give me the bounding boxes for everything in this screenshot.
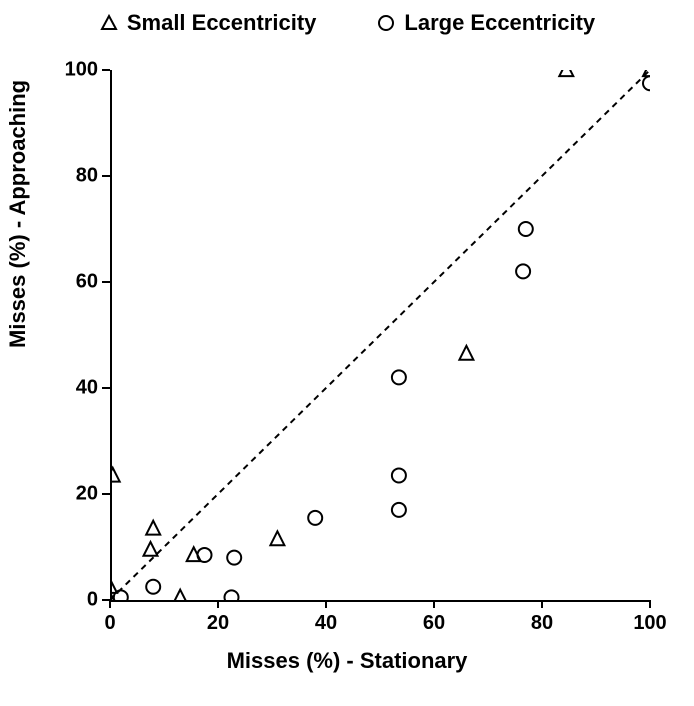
- data-point-triangle: [270, 531, 284, 545]
- y-tick-label: 80: [48, 165, 98, 188]
- x-tick-label: 80: [531, 612, 553, 635]
- data-point-circle: [519, 222, 533, 236]
- data-point-triangle: [146, 521, 160, 535]
- data-point-circle: [227, 551, 241, 565]
- x-axis-label: Misses (%) - Stationary: [0, 648, 694, 674]
- data-point-circle: [392, 468, 406, 482]
- x-tick: [109, 600, 111, 608]
- y-tick: [102, 281, 110, 283]
- legend-item-small: Small Eccentricity: [99, 10, 317, 36]
- y-tick-label: 40: [48, 377, 98, 400]
- x-tick: [433, 600, 435, 608]
- y-tick: [102, 599, 110, 601]
- data-point-circle: [516, 264, 530, 278]
- data-point-circle: [114, 590, 128, 600]
- data-point-circle: [392, 370, 406, 384]
- data-point-circle: [146, 580, 160, 594]
- y-tick: [102, 387, 110, 389]
- legend-label: Large Eccentricity: [404, 10, 595, 36]
- legend-label: Small Eccentricity: [127, 10, 317, 36]
- data-point-triangle: [110, 468, 120, 482]
- data-point-triangle: [559, 70, 573, 76]
- data-point-triangle: [110, 579, 117, 593]
- x-tick: [649, 600, 651, 608]
- x-tick: [541, 600, 543, 608]
- legend: Small Eccentricity Large Eccentricity: [0, 10, 694, 36]
- data-point-circle: [198, 548, 212, 562]
- x-tick: [325, 600, 327, 608]
- y-tick: [102, 69, 110, 71]
- scatter-chart: Small Eccentricity Large Eccentricity 0 2…: [0, 0, 694, 706]
- x-tick: [217, 600, 219, 608]
- x-tick-label: 20: [207, 612, 229, 635]
- x-tick-label: 60: [423, 612, 445, 635]
- x-tick-label: 100: [633, 612, 666, 635]
- y-tick: [102, 493, 110, 495]
- x-tick-label: 0: [104, 612, 115, 635]
- x-tick-label: 40: [315, 612, 337, 635]
- legend-item-large: Large Eccentricity: [376, 10, 595, 36]
- data-point-triangle: [173, 590, 187, 600]
- plot-area: [110, 70, 650, 600]
- y-tick-label: 20: [48, 483, 98, 506]
- y-axis-label: Misses (%) - Approaching: [5, 80, 31, 348]
- data-point-circle: [392, 503, 406, 517]
- y-tick: [102, 175, 110, 177]
- data-point-circle: [225, 590, 239, 600]
- y-tick-label: 0: [48, 589, 98, 612]
- y-tick-label: 60: [48, 271, 98, 294]
- data-point-circle: [308, 511, 322, 525]
- circle-icon: [376, 13, 396, 33]
- data-point-circle: [643, 76, 650, 90]
- data-point-triangle: [459, 346, 473, 360]
- reference-line: [110, 70, 650, 600]
- triangle-icon: [99, 13, 119, 33]
- y-tick-label: 100: [48, 59, 98, 82]
- x-axis: [110, 600, 650, 602]
- data-point-triangle: [144, 542, 158, 556]
